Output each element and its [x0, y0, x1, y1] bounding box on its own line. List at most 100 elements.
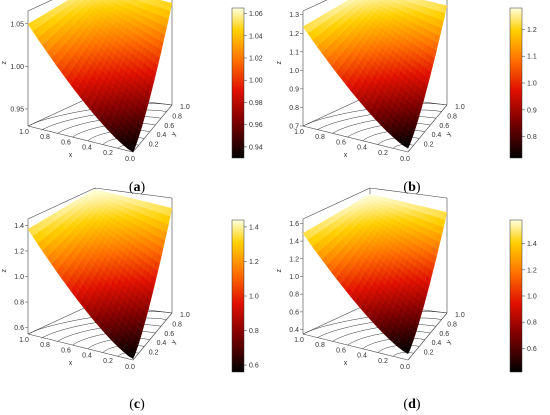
z-tick-label: 1.4	[14, 223, 24, 230]
z-tick-label: 0.7	[289, 124, 299, 131]
colorbar-tick-label: 0.98	[249, 100, 263, 107]
surface	[302, 0, 448, 149]
colorbar	[509, 7, 523, 159]
colorbar-tick-label: 1.06	[249, 11, 263, 18]
y-tick-label: 0.6	[439, 123, 449, 130]
x-tick-label: 0.2	[103, 150, 113, 157]
y-tick-label: 0.8	[172, 113, 182, 120]
y-tick-label: 0.8	[172, 321, 182, 328]
surface-facet	[402, 140, 411, 149]
surface-facet	[127, 143, 136, 153]
y-tick-label: 1.0	[180, 312, 190, 319]
z-tick-label: 0.9	[289, 86, 299, 93]
x-tick-label: 1.0	[19, 129, 29, 136]
z-tick-label: 0.8	[289, 292, 299, 299]
y-tick-label: 1.0	[180, 104, 190, 111]
y-tick-label: 0.2	[424, 350, 434, 357]
y-tick-label: 0.6	[439, 331, 449, 338]
z-tick-label: 1.0	[289, 274, 299, 281]
colorbar-tick-label: 0.8	[249, 328, 259, 335]
y-tick-label: 0.4	[157, 132, 167, 139]
y-tick-label: 0.4	[432, 132, 442, 139]
colorbar-tick-label: 1.4	[249, 224, 259, 231]
z-tick-label: 0.6	[14, 325, 24, 332]
colorbar	[509, 219, 523, 373]
box-edge	[94, 187, 173, 199]
surface	[27, 189, 173, 359]
box-edge	[132, 104, 173, 153]
colorbar-tick-label: 0.6	[249, 363, 259, 370]
x-tick-label: 0.8	[40, 134, 50, 141]
colorbar-tick-label: 1.0	[527, 294, 537, 301]
x-axis-label: x	[344, 360, 348, 367]
surface-facet	[127, 350, 136, 359]
z-tick-label: 1.00	[10, 64, 24, 71]
box-edge	[302, 333, 409, 361]
x-tick-label: 0.0	[125, 364, 135, 371]
colorbar-tick-label: 1.2	[527, 27, 537, 34]
box-edge	[27, 333, 134, 361]
colorbar-tick-label: 0.8	[527, 320, 537, 327]
colorbar-tick-label: 0.96	[249, 122, 263, 129]
x-tick-label: 0.0	[400, 364, 410, 371]
x-axis-label: x	[69, 152, 73, 159]
x-tick-label: 0.6	[336, 139, 346, 146]
box-edge	[407, 312, 448, 361]
z-tick-label: 1.3	[289, 12, 299, 19]
chart-panel-d: 0.4 0.6 0.8 1.0 1.2 1.4 1.6 z 1.0 0.8 0.6 0.4 0.2 0.0…	[276, 187, 537, 412]
box-edge	[27, 125, 134, 153]
colorbar-tick-label: 1.00	[249, 78, 263, 85]
box-edge	[27, 187, 96, 220]
box-edge	[302, 0, 328, 12]
z-axis-label: z	[1, 269, 8, 273]
panel-label: (b)	[403, 180, 420, 195]
box-edge	[132, 312, 173, 361]
surface	[27, 0, 173, 153]
x-tick-label: 0.4	[357, 353, 367, 360]
z-tick-label: 0.8	[289, 105, 299, 112]
box-edge	[302, 302, 371, 335]
panel-label: (a)	[129, 180, 146, 195]
z-tick-label: 0.95	[10, 106, 24, 113]
colorbar-tick-label: 1.2	[249, 259, 259, 266]
chart-panel-b: 0.7 0.8 0.9 1.0 1.1 1.2 1.3 z 1.0 0.8 0.6 0.4 0.2 0.0…	[276, 0, 537, 195]
y-tick-label: 1.0	[455, 312, 465, 319]
x-tick-label: 1.0	[19, 337, 29, 344]
colorbar	[231, 219, 245, 373]
box-edge	[27, 0, 53, 12]
y-tick-label: 0.2	[149, 142, 159, 149]
y-tick-label: 0.2	[149, 350, 159, 357]
panel-label: (c)	[129, 397, 145, 412]
z-tick-label: 1.1	[289, 49, 299, 56]
box-edge	[369, 187, 448, 199]
x-tick-label: 0.6	[61, 139, 71, 146]
chart-panel-a: 0.95 1.00 1.05 z 1.0 0.8 0.6 0.4 0.2 0.0 x 0.2 0.4 0.…	[1, 0, 263, 195]
y-tick-label: 0.8	[447, 113, 457, 120]
y-axis-label: y	[445, 339, 453, 346]
x-tick-label: 0.4	[82, 353, 92, 360]
y-tick-label: 0.4	[157, 340, 167, 347]
colorbar-tick-label: 0.6	[527, 346, 537, 353]
z-axis-label: z	[276, 269, 283, 273]
x-tick-label: 0.0	[400, 156, 410, 163]
y-tick-label: 0.6	[164, 123, 174, 130]
y-tick-label: 1.0	[455, 104, 465, 111]
colorbar-tick-label: 0.8	[527, 134, 537, 141]
colorbar-tick-label: 1.1	[527, 54, 537, 61]
surface-facet	[402, 346, 411, 355]
z-axis-label: z	[1, 61, 8, 65]
x-tick-label: 0.2	[103, 358, 113, 365]
z-axis-label: z	[276, 61, 283, 65]
x-tick-label: 0.2	[378, 358, 388, 365]
box-edge	[302, 187, 371, 220]
y-tick-label: 0.2	[424, 142, 434, 149]
z-tick-label: 1.4	[289, 239, 299, 246]
x-tick-label: 1.0	[294, 129, 304, 136]
box-edge	[302, 125, 409, 153]
colorbar-tick-label: 1.0	[527, 81, 537, 88]
x-tick-label: 0.6	[336, 347, 346, 354]
y-tick-label: 0.8	[447, 321, 457, 328]
colorbar-tick-label: 1.4	[527, 241, 537, 248]
y-axis-label: y	[170, 339, 178, 346]
